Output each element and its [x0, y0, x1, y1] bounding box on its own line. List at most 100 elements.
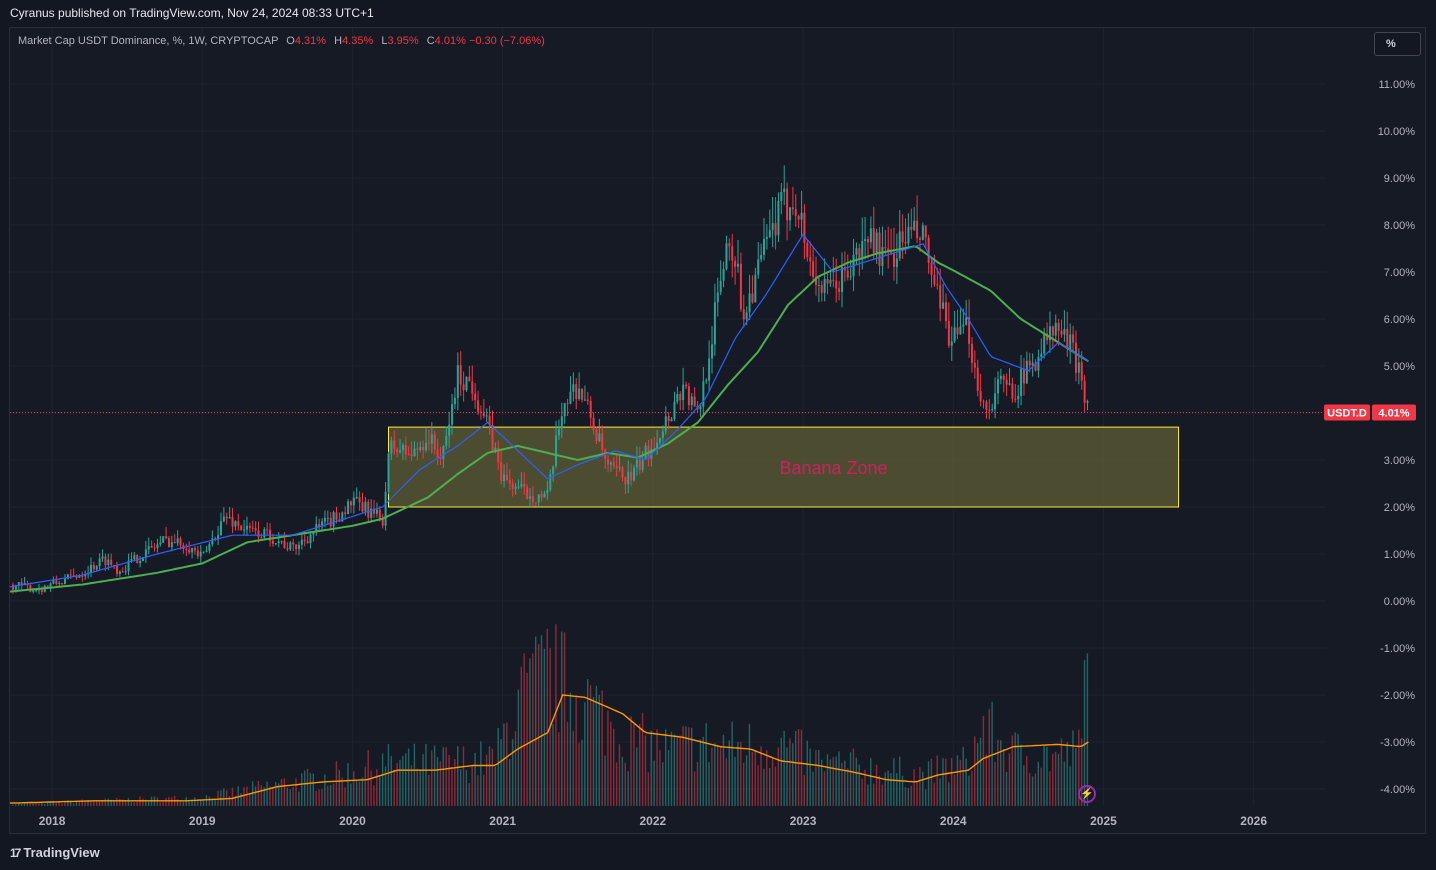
volume-bar: [387, 744, 390, 806]
volume-bar: [234, 795, 237, 806]
candle-body: [69, 574, 72, 576]
candle-body: [115, 565, 118, 574]
volume-bar: [589, 685, 592, 806]
volume-bar: [405, 753, 407, 806]
volume-bar: [228, 796, 231, 806]
candle-body: [66, 574, 69, 579]
volume-bar: [194, 797, 196, 806]
candle-body: [641, 459, 644, 470]
price-axis[interactable]: 11.00% 10.00% 9.00% 8.00% 7.00% 6.00% 5.00% 4.0…: [1378, 79, 1416, 796]
volume-bar: [373, 785, 375, 806]
volume-bar: [615, 762, 618, 806]
volume-bar: [757, 765, 759, 806]
percent-scale-button[interactable]: %: [1374, 32, 1421, 56]
candle-body: [523, 483, 526, 487]
zone-box: [388, 426, 1180, 508]
candle-body: [774, 223, 777, 236]
volume-bar: [852, 748, 855, 806]
volume-bar: [1043, 744, 1045, 806]
candle-body: [601, 433, 604, 450]
volume-bar: [15, 804, 17, 806]
close-value: 4.01%: [434, 35, 466, 47]
candle-body: [231, 517, 234, 527]
volume-bar: [277, 783, 280, 806]
volume-bar: [1040, 767, 1042, 806]
symbol-legend[interactable]: Market Cap USDT Dominance, %, 1W, CRYPTO…: [18, 35, 545, 47]
candle-body: [211, 538, 214, 545]
volume-bar: [858, 764, 860, 806]
candle-body: [84, 574, 87, 577]
candle-body: [459, 365, 462, 385]
candle-body: [930, 262, 933, 275]
volume-bar: [789, 738, 791, 806]
volume-bar: [636, 747, 638, 806]
candle-body: [344, 512, 347, 514]
volume-bar: [214, 799, 216, 806]
candle-body: [878, 232, 881, 266]
time-axis[interactable]: 2018 2019 2020 2021 2022 2023 2024 2025 2026: [39, 814, 1268, 828]
volume-bar: [1008, 753, 1011, 806]
candle-body: [979, 390, 982, 402]
candle-body: [566, 403, 569, 405]
candle-body: [572, 384, 575, 392]
banana-zone-rectangle[interactable]: Banana Zone: [388, 426, 1180, 508]
volume-bar: [43, 803, 46, 806]
volume-bar: [976, 743, 979, 806]
volume-bar: [685, 726, 687, 806]
volume-bar: [890, 773, 892, 806]
volume-bar: [341, 777, 343, 806]
volume-bar: [913, 769, 915, 806]
volume-bar: [748, 723, 751, 806]
volume-bar: [982, 716, 985, 806]
y-tick-label: 0.00%: [1384, 596, 1415, 608]
volume-bar: [410, 765, 413, 806]
volume-bar: [815, 749, 817, 806]
volume-bar: [627, 771, 629, 806]
candle-body: [370, 508, 373, 518]
candle-body: [783, 188, 786, 192]
candle-body: [1014, 398, 1017, 400]
volume-bar: [719, 746, 722, 806]
tradingview-logo[interactable]: 17 TradingView: [10, 845, 100, 860]
candle-body: [485, 415, 488, 417]
candle-body: [332, 512, 335, 527]
volume-bar: [494, 766, 496, 806]
volume-bar: [771, 757, 774, 806]
candle-body: [999, 375, 1002, 380]
lightning-icon[interactable]: ⚡: [1078, 785, 1096, 803]
y-tick-label: -1.00%: [1380, 643, 1415, 655]
volume-bar: [587, 679, 589, 806]
volume-bar: [69, 800, 72, 806]
volume-bar: [1086, 653, 1089, 806]
volume-bar: [26, 802, 29, 806]
volume-bar: [78, 801, 81, 806]
candle-body: [956, 327, 959, 335]
volume-bar: [1049, 771, 1051, 806]
candle-body: [468, 376, 471, 382]
volume-bar: [751, 751, 754, 806]
volume-bar: [49, 802, 52, 806]
volume-bar: [416, 768, 418, 806]
candle-body: [1017, 395, 1020, 400]
candle-body: [14, 585, 17, 590]
volume-bar: [459, 769, 462, 806]
candle-body: [139, 561, 142, 564]
volume-bar: [445, 747, 447, 806]
candle-body: [575, 384, 578, 400]
candle-body: [638, 459, 641, 470]
volume-bar: [887, 770, 889, 806]
candle-body: [890, 251, 893, 253]
candle-body: [514, 486, 517, 489]
candle-body: [814, 277, 817, 285]
candle-body: [656, 442, 659, 450]
candle-body: [1031, 362, 1034, 366]
volume-bar: [979, 737, 982, 806]
candle-body: [786, 188, 789, 221]
volume-bar: [716, 744, 719, 806]
candle-body: [92, 564, 95, 570]
candle-body: [520, 483, 523, 487]
candle-body: [982, 401, 985, 403]
volume-bar: [327, 785, 329, 806]
candle-body: [451, 404, 454, 425]
